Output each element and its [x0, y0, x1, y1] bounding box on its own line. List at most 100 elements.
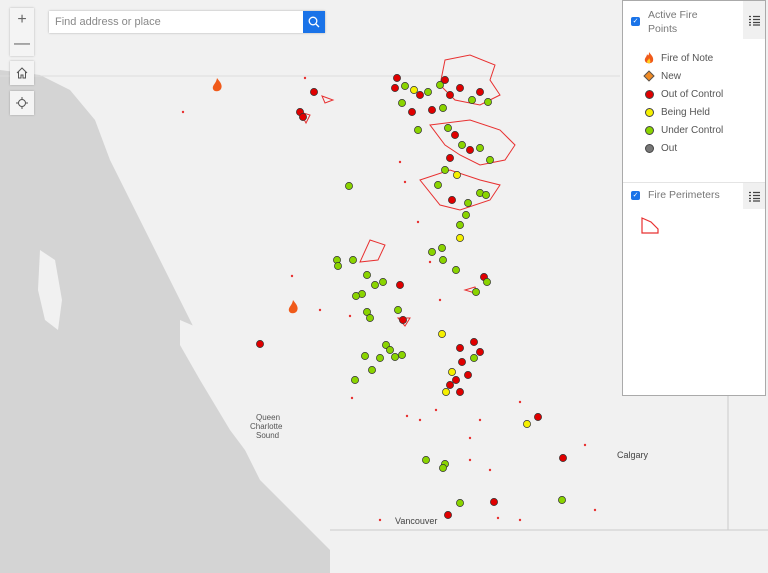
fire-point[interactable]: [345, 182, 353, 190]
fire-of-note-icon[interactable]: [288, 300, 298, 314]
fire-point-small[interactable]: [378, 518, 382, 522]
fire-point[interactable]: [391, 353, 399, 361]
fire-point[interactable]: [371, 281, 379, 289]
fire-point[interactable]: [456, 388, 464, 396]
fire-point[interactable]: [452, 376, 460, 384]
zoom-in-button[interactable]: +: [17, 11, 27, 28]
fire-point[interactable]: [483, 278, 491, 286]
fire-point[interactable]: [446, 91, 454, 99]
fire-point-small[interactable]: [348, 314, 352, 318]
fire-point[interactable]: [256, 340, 264, 348]
fire-point[interactable]: [486, 156, 494, 164]
fire-point[interactable]: [466, 146, 474, 154]
fire-point[interactable]: [559, 454, 567, 462]
fire-point[interactable]: [394, 306, 402, 314]
fire-point[interactable]: [448, 196, 456, 204]
fire-perimeter[interactable]: [321, 95, 335, 104]
fire-point[interactable]: [434, 181, 442, 189]
home-button[interactable]: [10, 61, 34, 85]
fire-point[interactable]: [436, 81, 444, 89]
fire-point-small[interactable]: [438, 298, 442, 302]
fire-point[interactable]: [476, 348, 484, 356]
fire-point-small[interactable]: [468, 458, 472, 462]
fire-point[interactable]: [351, 376, 359, 384]
fire-point[interactable]: [439, 256, 447, 264]
fire-point-small[interactable]: [350, 396, 354, 400]
fire-point[interactable]: [438, 244, 446, 252]
fire-point[interactable]: [451, 131, 459, 139]
locate-button[interactable]: [10, 91, 34, 115]
search-input[interactable]: [49, 11, 303, 33]
fire-point-small[interactable]: [468, 436, 472, 440]
fire-point-small[interactable]: [416, 220, 420, 224]
fire-point[interactable]: [441, 166, 449, 174]
fire-point-small[interactable]: [518, 400, 522, 404]
fire-point[interactable]: [458, 141, 466, 149]
fire-point[interactable]: [334, 262, 342, 270]
fire-point[interactable]: [456, 221, 464, 229]
fire-point[interactable]: [391, 84, 399, 92]
fire-point[interactable]: [452, 266, 460, 274]
fire-point[interactable]: [439, 104, 447, 112]
fire-point[interactable]: [299, 113, 307, 121]
fire-point[interactable]: [424, 88, 432, 96]
fire-point-small[interactable]: [488, 468, 492, 472]
fire-point[interactable]: [448, 368, 456, 376]
fire-point[interactable]: [422, 456, 430, 464]
fire-point-small[interactable]: [428, 260, 432, 264]
fire-point[interactable]: [476, 88, 484, 96]
fire-point[interactable]: [470, 354, 478, 362]
fire-point[interactable]: [482, 191, 490, 199]
fire-perimeter[interactable]: [439, 54, 501, 106]
fire-point[interactable]: [441, 76, 449, 84]
fire-point-small[interactable]: [303, 76, 307, 80]
fire-point[interactable]: [393, 74, 401, 82]
fire-point[interactable]: [368, 366, 376, 374]
fire-point[interactable]: [458, 358, 466, 366]
fire-point[interactable]: [349, 256, 357, 264]
fire-point[interactable]: [396, 281, 404, 289]
fire-point[interactable]: [456, 499, 464, 507]
fire-point[interactable]: [490, 498, 498, 506]
fire-point-small[interactable]: [181, 110, 185, 114]
fire-point[interactable]: [444, 124, 452, 132]
fire-point-small[interactable]: [405, 414, 409, 418]
fire-point-small[interactable]: [518, 518, 522, 522]
fire-point[interactable]: [456, 84, 464, 92]
layer-checkbox-active-fire-points[interactable]: ✓: [631, 17, 640, 26]
layer-options-button[interactable]: [743, 1, 765, 39]
fire-point[interactable]: [484, 98, 492, 106]
fire-point[interactable]: [472, 288, 480, 296]
fire-point[interactable]: [438, 330, 446, 338]
fire-point[interactable]: [456, 344, 464, 352]
fire-point[interactable]: [428, 248, 436, 256]
fire-point[interactable]: [376, 354, 384, 362]
fire-point[interactable]: [446, 381, 454, 389]
layer-options-button[interactable]: [743, 183, 765, 209]
fire-point-small[interactable]: [496, 516, 500, 520]
fire-point[interactable]: [453, 171, 461, 179]
fire-point[interactable]: [442, 388, 450, 396]
fire-point[interactable]: [398, 351, 406, 359]
layer-checkbox-fire-perimeters[interactable]: ✓: [631, 191, 640, 200]
fire-point[interactable]: [310, 88, 318, 96]
fire-point[interactable]: [470, 338, 478, 346]
fire-point[interactable]: [462, 211, 470, 219]
fire-point[interactable]: [444, 511, 452, 519]
fire-point[interactable]: [464, 199, 472, 207]
fire-point[interactable]: [468, 96, 476, 104]
fire-point[interactable]: [386, 346, 394, 354]
fire-point[interactable]: [399, 316, 407, 324]
search-button[interactable]: [303, 11, 325, 33]
fire-point-small[interactable]: [318, 308, 322, 312]
fire-point[interactable]: [523, 420, 531, 428]
fire-point[interactable]: [439, 464, 447, 472]
fire-point[interactable]: [408, 108, 416, 116]
fire-point[interactable]: [446, 154, 454, 162]
fire-point[interactable]: [414, 126, 422, 134]
fire-point[interactable]: [416, 91, 424, 99]
fire-of-note-icon[interactable]: [212, 78, 222, 92]
fire-point-small[interactable]: [478, 418, 482, 422]
fire-point[interactable]: [366, 314, 374, 322]
fire-point-small[interactable]: [403, 180, 407, 184]
